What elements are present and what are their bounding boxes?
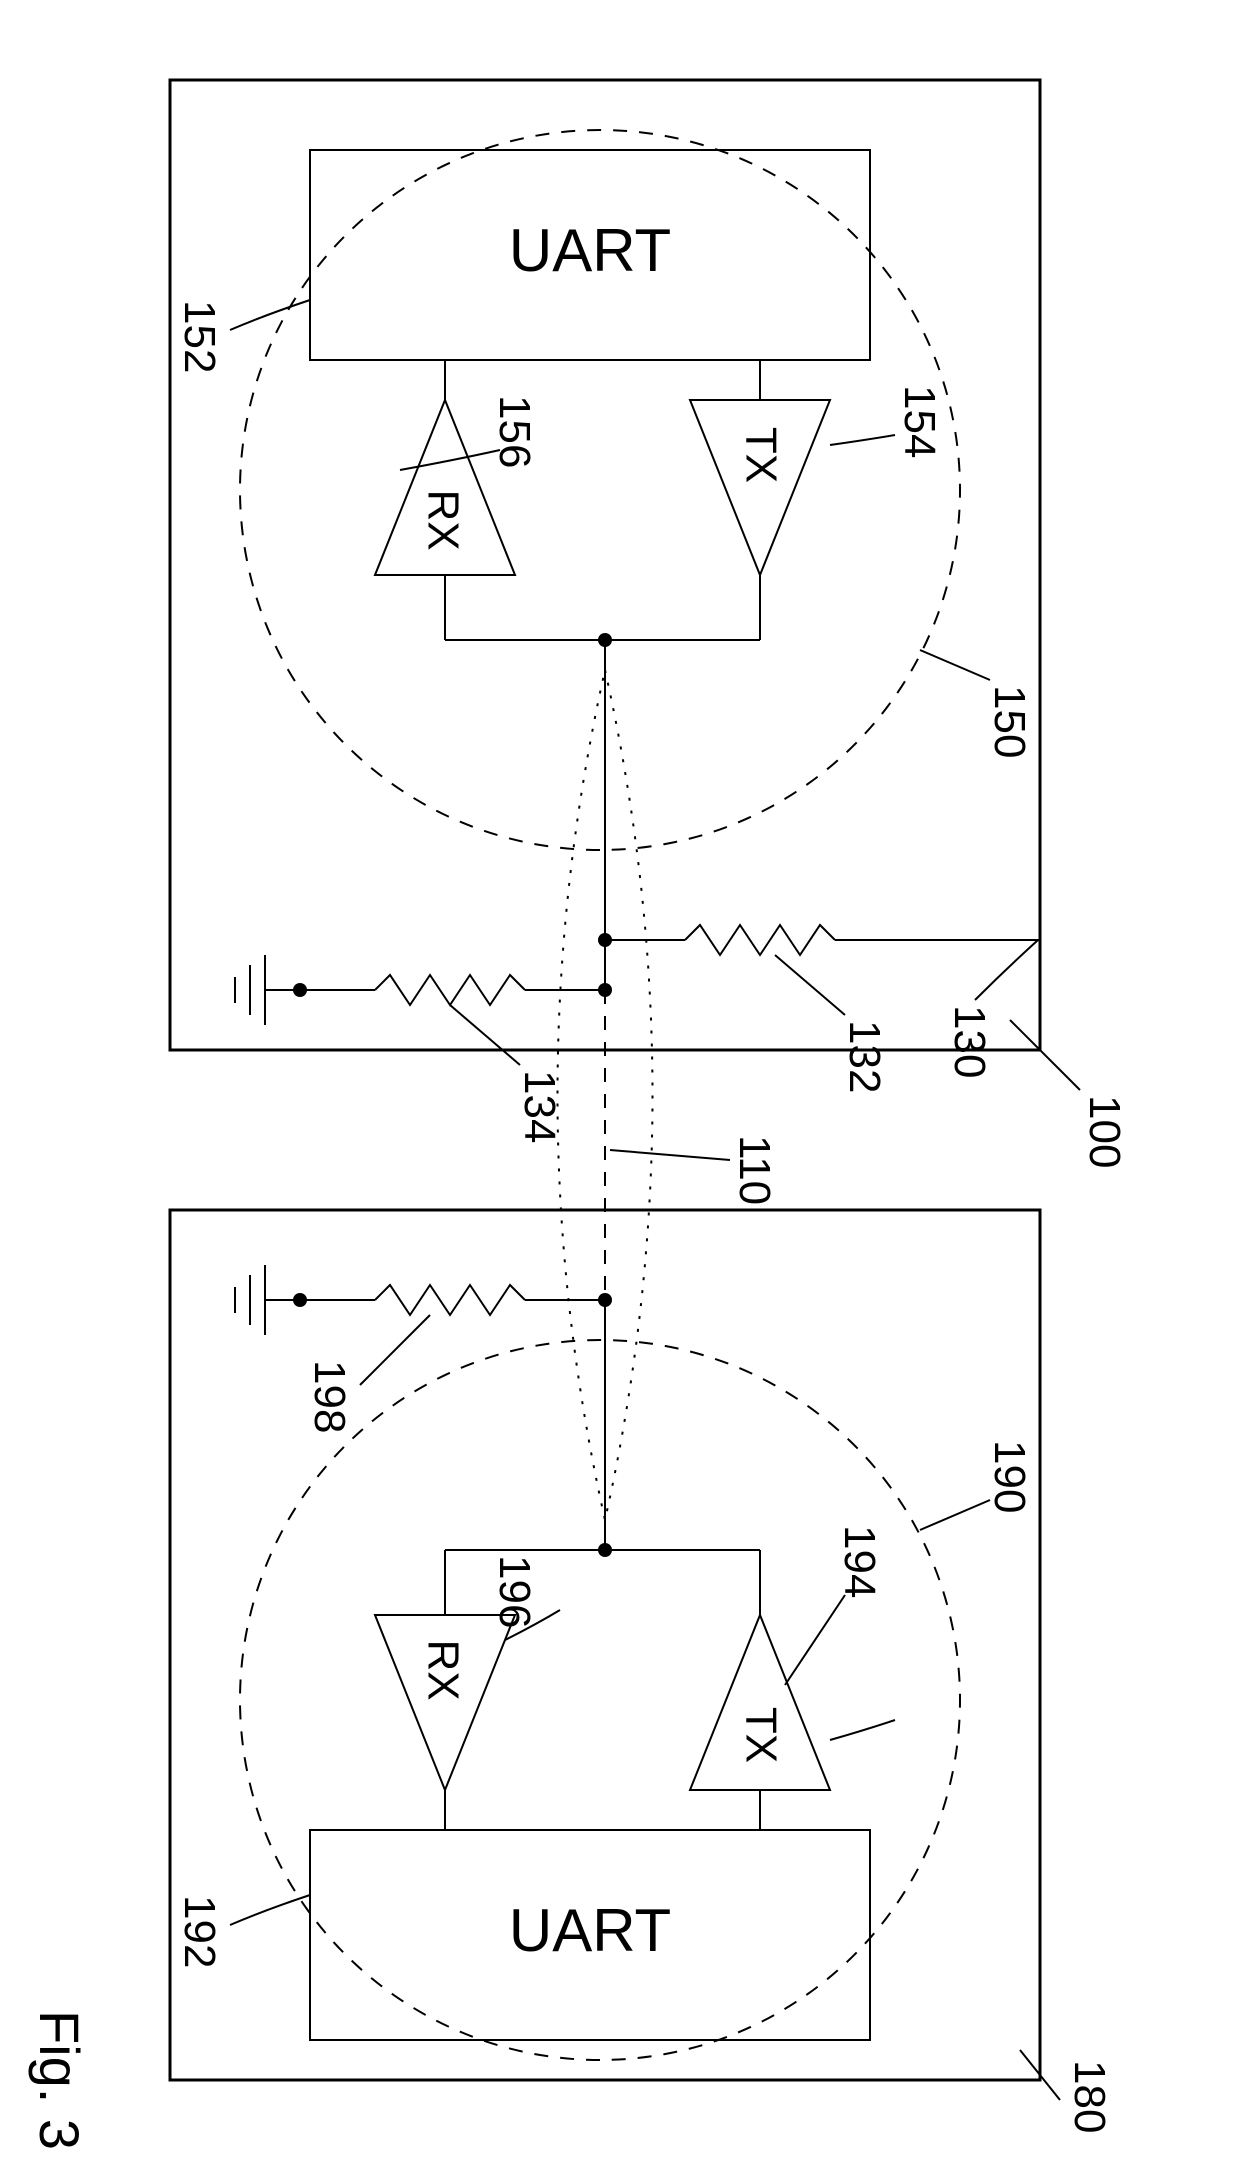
ref-156: 156 bbox=[490, 395, 539, 468]
ref-152: 152 bbox=[175, 300, 224, 373]
ref-132: 132 bbox=[840, 1020, 889, 1093]
ref-192: 192 bbox=[175, 1895, 224, 1968]
leader-194-line bbox=[785, 1595, 845, 1685]
ref-110: 110 bbox=[730, 1135, 779, 1205]
uart-left-label: UART bbox=[509, 217, 671, 284]
tx-right-label: TX bbox=[736, 1707, 785, 1763]
ref-194: 194 bbox=[835, 1525, 884, 1598]
leader-134 bbox=[450, 1005, 520, 1065]
figure-label: Fig. 3 bbox=[28, 2010, 91, 2150]
ref-198: 198 bbox=[305, 1360, 354, 1433]
leader-130 bbox=[975, 940, 1038, 1000]
leader-198 bbox=[360, 1315, 430, 1385]
resistor-198 bbox=[375, 1285, 525, 1315]
ref-154: 154 bbox=[895, 385, 944, 458]
leader-194 bbox=[830, 1720, 895, 1740]
leader-190 bbox=[920, 1500, 990, 1530]
ref-196: 196 bbox=[490, 1555, 539, 1628]
tx-right bbox=[690, 1615, 830, 1790]
rx-right-label: RX bbox=[418, 1639, 467, 1700]
figure-container: 100 150 UART 152 TX 154 RX 156 bbox=[0, 0, 1240, 2158]
leader-150 bbox=[920, 650, 990, 680]
ref-190: 190 bbox=[985, 1440, 1034, 1513]
ref-150: 150 bbox=[985, 685, 1034, 758]
rx-left-label: RX bbox=[418, 489, 467, 550]
tx-left-label: TX bbox=[736, 427, 785, 483]
leader-132 bbox=[775, 955, 845, 1015]
resistor-132 bbox=[685, 925, 835, 955]
leader-154 bbox=[830, 435, 895, 445]
leader-100 bbox=[1010, 1020, 1080, 1090]
leader-192 bbox=[230, 1895, 310, 1925]
figure-svg: 100 150 UART 152 TX 154 RX 156 bbox=[0, 0, 1240, 2158]
leader-156 bbox=[400, 450, 500, 470]
ref-130: 130 bbox=[945, 1005, 994, 1078]
uart-right-label: UART bbox=[509, 1897, 671, 1964]
ref-100: 100 bbox=[1080, 1095, 1129, 1168]
leader-110 bbox=[610, 1150, 730, 1160]
resistor-134 bbox=[375, 975, 525, 1005]
ref-180: 180 bbox=[1065, 2060, 1114, 2133]
leader-152 bbox=[230, 300, 310, 330]
ref-134: 134 bbox=[515, 1070, 564, 1143]
